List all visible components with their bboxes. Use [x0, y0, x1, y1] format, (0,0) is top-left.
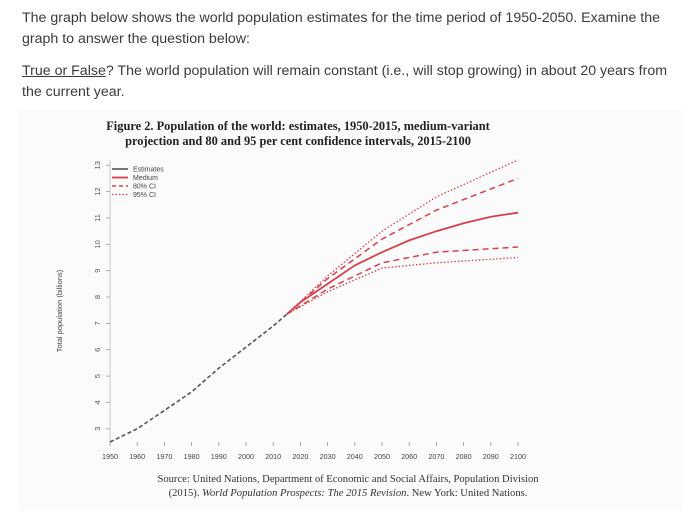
- source-publisher: . New York: United Nations.: [406, 487, 528, 499]
- plot-area: [110, 160, 518, 442]
- question-prompt-text: ? The world population will remain const…: [22, 63, 668, 100]
- true-false-label: True or False: [22, 63, 106, 79]
- series-95-ci-lower: [286, 256, 519, 315]
- x-tick-label: 2060: [401, 452, 417, 461]
- question-prompt: True or False? The world population will…: [22, 61, 687, 103]
- source-year: (2015).: [168, 487, 203, 499]
- population-figure: Figure 2. Population of the world: estim…: [18, 110, 683, 510]
- y-tick-label: 4: [93, 400, 102, 404]
- x-tick-label: 2010: [265, 452, 281, 461]
- x-tick-label: 1950: [102, 452, 118, 461]
- y-tick-label: 12: [93, 187, 102, 195]
- y-tick-label: 9: [93, 269, 102, 273]
- x-tick-label: 1960: [129, 452, 145, 461]
- y-tick-label: 5: [93, 374, 102, 378]
- series-95-ci-upper: [286, 159, 519, 315]
- question-intro-text: The graph below shows the world populati…: [22, 10, 661, 47]
- x-tick-label: 2070: [428, 452, 444, 461]
- source-line-1: Source: United Nations, Department of Ec…: [157, 474, 539, 485]
- x-tick-label: 2040: [347, 452, 363, 461]
- figure-source: Source: United Nations, Department of Ec…: [78, 473, 618, 500]
- legend-label: Estimates: [133, 167, 164, 174]
- legend-label: 95% CI: [133, 192, 156, 199]
- x-tick-label: 2100: [510, 452, 526, 461]
- x-tick-label: 1990: [211, 452, 227, 461]
- x-tick-label: 2080: [456, 452, 472, 461]
- y-tick-label: 7: [93, 321, 102, 325]
- legend-label: 80% CI: [133, 184, 156, 191]
- x-tick-label: 2000: [238, 452, 254, 461]
- question-intro: The graph below shows the world populati…: [22, 8, 687, 50]
- x-tick-label: 2050: [374, 452, 390, 461]
- y-tick-label: 6: [93, 348, 102, 352]
- series-estimates: [109, 313, 288, 443]
- x-tick-label: 1970: [156, 452, 172, 461]
- series-80-ci-lower: [286, 246, 519, 315]
- y-tick-label: 3: [93, 427, 102, 431]
- y-tick-label: 11: [93, 214, 102, 222]
- legend-label: Medium: [133, 175, 158, 182]
- series-80-ci-upper: [286, 177, 519, 315]
- population-chart: 3 4 5 6 7 8 9 10 11 12 13 1950 1960 1970 1980 1990 2000…: [55, 159, 526, 461]
- source-publication-title: World Population Prospects: The 2015 Rev…: [202, 487, 407, 499]
- figure-title-line-1: Figure 2. Population of the world: estim…: [106, 119, 490, 133]
- series-medium: [286, 211, 519, 315]
- x-tick-label: 2030: [320, 452, 336, 461]
- x-tick-label: 2020: [292, 452, 308, 461]
- figure-title: Figure 2. Population of the world: estim…: [18, 119, 578, 149]
- y-tick-label: 13: [93, 161, 102, 169]
- y-tick-label: 10: [93, 240, 102, 248]
- x-tick-label: 1980: [184, 452, 200, 461]
- x-tick-label: 2090: [483, 452, 499, 461]
- y-axis-label: Total population (billions): [55, 269, 64, 352]
- figure-title-line-2: projection and 80 and 95 per cent confid…: [125, 134, 471, 148]
- y-tick-label: 8: [93, 295, 102, 299]
